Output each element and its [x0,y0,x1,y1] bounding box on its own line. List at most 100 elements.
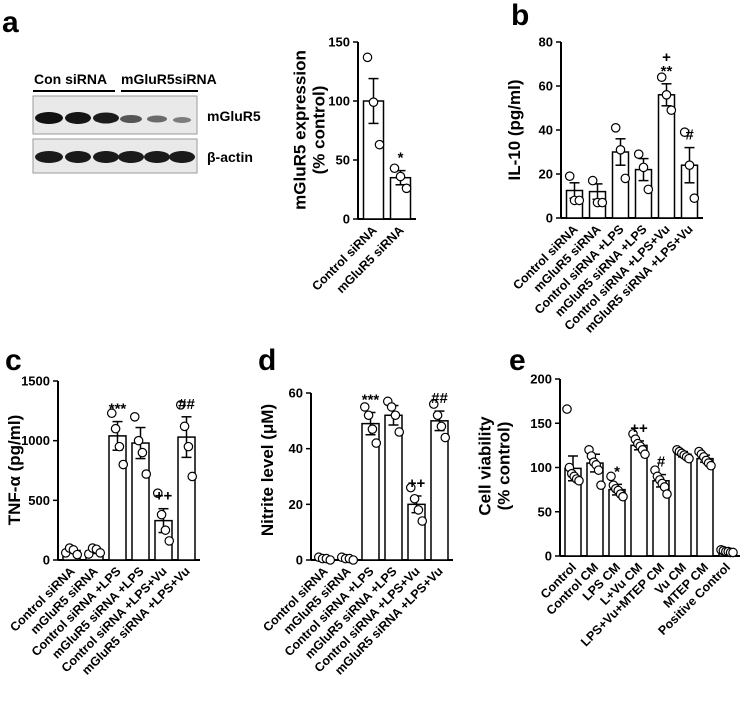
data-point [374,139,385,150]
data-point [156,509,167,520]
blot-group-label-con: Con siRNA [34,71,107,87]
data-point [436,421,447,432]
data-point [662,489,672,499]
y-axis-label: (% control) [495,422,514,511]
significance-label: * [398,150,404,167]
data-point [689,193,700,203]
significance-label: *** [362,391,380,408]
y-tick-label: 20 [289,497,303,512]
data-point [679,127,690,137]
significance-label: + [662,49,671,66]
band-mglur5-lane-5 [147,115,167,123]
bar [674,453,692,557]
data-point [661,90,672,100]
y-tick-label: 20 [539,167,553,182]
data-point [386,402,397,412]
data-point [666,105,677,115]
y-axis-label: TNF-α (pg/ml) [5,415,24,526]
data-point [179,421,190,432]
significance-label: ++ [630,420,648,437]
data-point [106,408,117,419]
data-point [348,555,359,565]
data-point [413,505,424,515]
y-tick-label: 0 [545,549,552,564]
significance-label: # [685,127,694,144]
band-actin-lane-3 [93,151,119,163]
data-point [164,536,175,546]
y-tick-label: 100 [328,94,350,109]
data-point [656,72,667,82]
data-point [606,471,616,482]
y-tick-label: 0 [43,553,50,568]
data-point [160,525,171,535]
bar [108,435,127,561]
data-point [587,175,598,186]
data-point [183,441,194,452]
band-mglur5-lane-4 [120,115,142,123]
data-point [633,149,644,159]
y-tick-label: 60 [289,386,303,401]
band-mglur5-lane-6 [173,117,191,123]
data-point [367,424,378,434]
data-point [597,197,608,208]
data-point [359,402,370,412]
data-point [395,171,406,182]
significance-label: ## [178,396,195,413]
data-point [72,549,83,560]
y-axis-label: mGluR5 expression [291,50,310,210]
data-point [574,475,584,486]
y-tick-label: 0 [343,212,350,227]
blot-group-label-mglur5: mGluR5siRNA [121,71,217,87]
y-axis-label: (% control) [310,86,329,175]
data-point [368,97,379,107]
western-blot: Con siRNA mGluR5siRNA mGluR5 β-actin [32,71,261,174]
data-point [620,173,631,184]
data-point [638,162,649,173]
significance-label: ## [431,390,448,407]
data-point [137,447,148,458]
data-point [706,460,716,471]
data-point [640,449,650,460]
band-actin-lane-2 [65,151,91,163]
y-tick-label: 0 [296,553,303,568]
significance-label: ++ [155,488,173,505]
data-point [95,548,106,558]
panel-letter-a: a [2,6,19,39]
blot-row-label-actin: β-actin [207,149,253,165]
data-point [440,432,451,443]
data-point [141,469,152,479]
blot-row-label-mglur5: mGluR5 [207,108,261,124]
bar [384,414,403,561]
data-point [152,488,163,498]
data-point [684,160,695,170]
y-tick-label: 60 [539,79,553,94]
band-actin-lane-4 [118,151,144,163]
data-point [428,399,439,409]
data-point [728,547,738,558]
data-point [610,123,621,133]
panel-letter-c: c [5,344,22,377]
data-point [363,410,374,421]
bar [630,444,648,557]
y-tick-label: 40 [289,441,303,456]
data-point [110,423,121,434]
y-axis-label: Nitrite level (μM) [258,404,277,536]
data-point [371,438,382,448]
data-point [133,435,144,446]
y-tick-label: 100 [530,460,552,475]
data-point [417,516,428,526]
band-actin-lane-6 [169,151,195,163]
data-point [114,441,125,452]
y-axis-label: Cell viability [476,416,495,516]
band-mglur5-lane-2 [65,112,91,124]
data-point [405,482,416,493]
band-actin-lane-5 [144,151,170,163]
y-tick-label: 1000 [21,433,50,448]
y-tick-label: 40 [539,123,553,138]
data-point [615,145,626,155]
y-tick-label: 200 [530,372,552,387]
